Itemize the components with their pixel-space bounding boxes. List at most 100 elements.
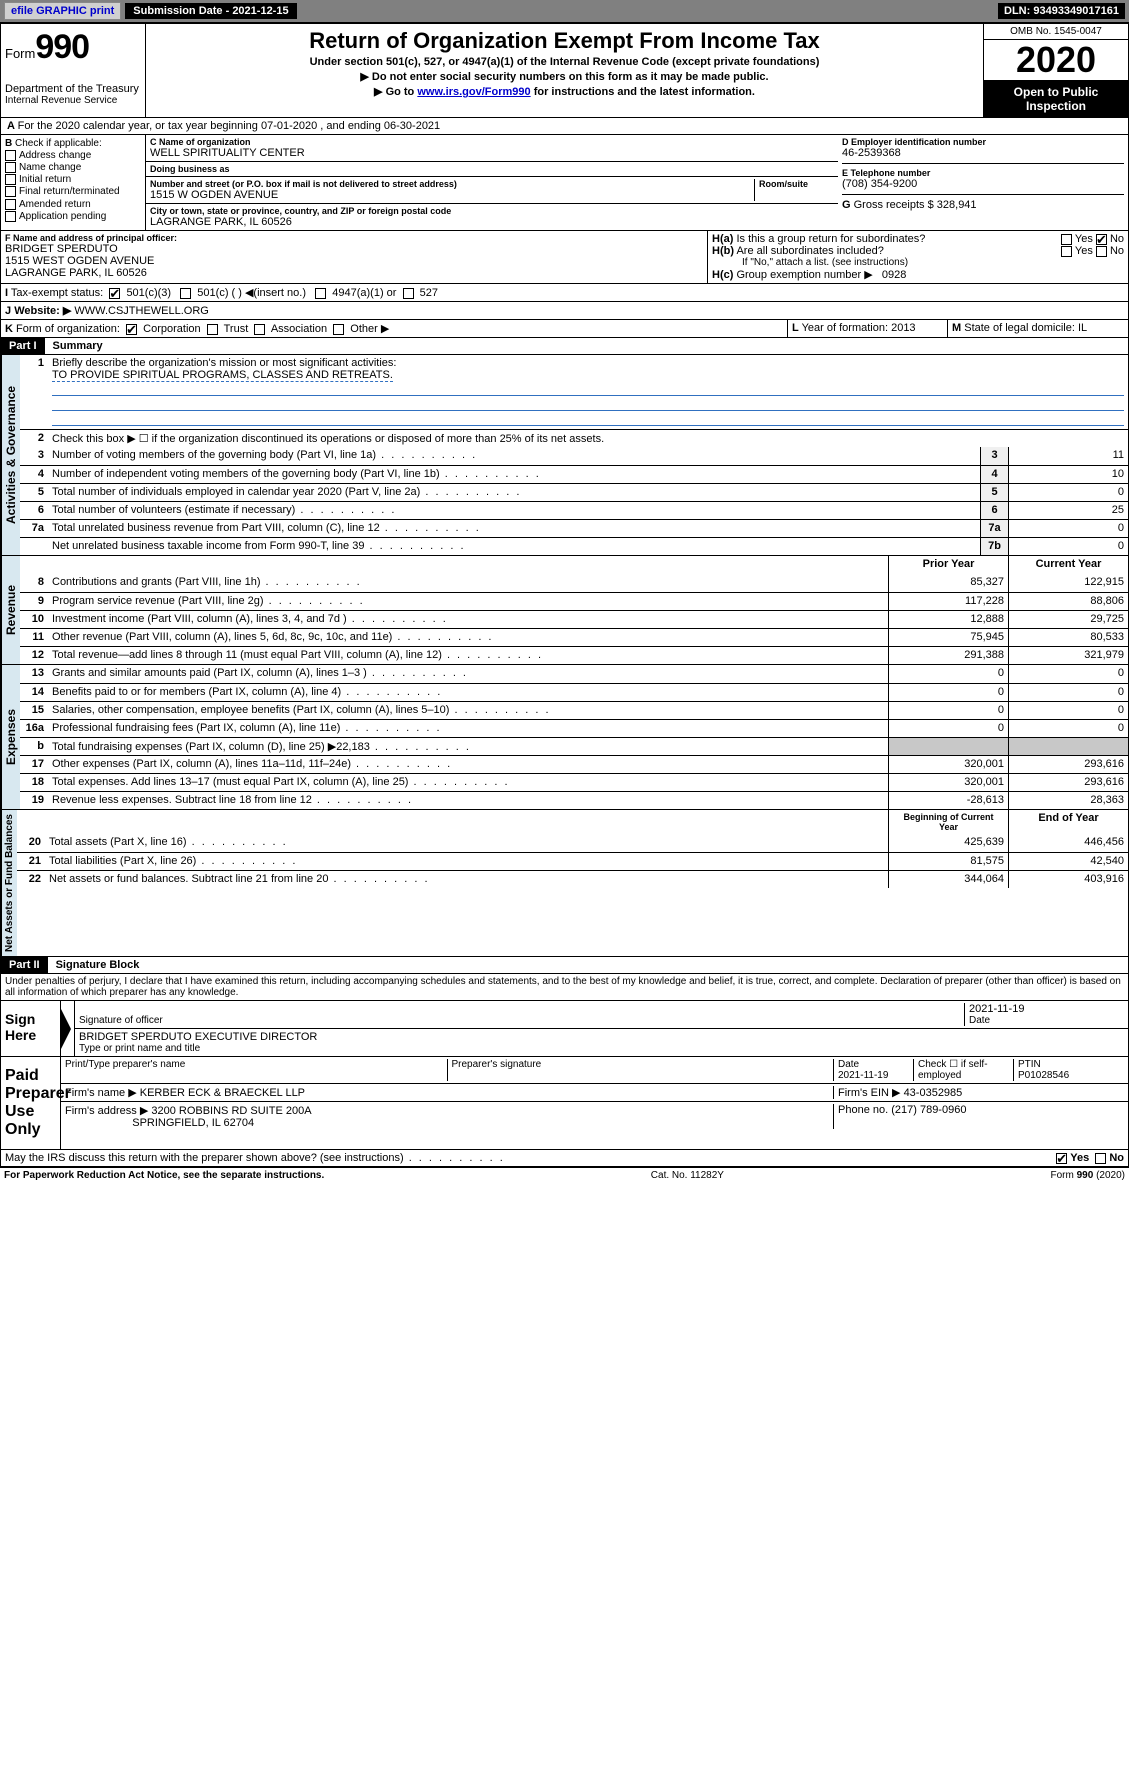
data-row: 8Contributions and grants (Part VIII, li… — [20, 574, 1128, 592]
section-expenses: Expenses 13Grants and similar amounts pa… — [0, 665, 1129, 810]
gov-row: 6Total number of volunteers (estimate if… — [20, 501, 1128, 519]
efile-link[interactable]: efile GRAPHIC print — [4, 2, 121, 20]
block-c: C Name of organization WELL SPIRITUALITY… — [146, 135, 838, 230]
footer: For Paperwork Reduction Act Notice, see … — [0, 1167, 1129, 1183]
data-row: bTotal fundraising expenses (Part IX, co… — [20, 737, 1128, 755]
year-formation: 2013 — [891, 322, 915, 334]
ein: 46-2539368 — [842, 147, 1124, 159]
sign-here-block: Sign Here Signature of officer 2021-11-1… — [0, 1001, 1129, 1057]
part-i-header: Part ISummary — [0, 338, 1129, 355]
section-governance: Activities & Governance 1 Briefly descri… — [0, 355, 1129, 556]
data-row: 16aProfessional fundraising fees (Part I… — [20, 719, 1128, 737]
mission-text: TO PROVIDE SPIRITUAL PROGRAMS, CLASSES A… — [52, 369, 393, 382]
cb-hb-yes[interactable] — [1061, 246, 1072, 257]
cb-527[interactable] — [403, 288, 414, 299]
cb-initial-return[interactable] — [5, 174, 16, 185]
form-title: Return of Organization Exempt From Incom… — [152, 28, 977, 54]
data-row: 15Salaries, other compensation, employee… — [20, 701, 1128, 719]
sig-date: 2021-11-19 — [969, 1003, 1124, 1015]
line-a: A For the 2020 calendar year, or tax yea… — [0, 118, 1129, 135]
data-row: 13Grants and similar amounts paid (Part … — [20, 665, 1128, 683]
state-domicile: IL — [1078, 322, 1087, 334]
block-b: B Check if applicable: Address change Na… — [1, 135, 146, 230]
cb-4947[interactable] — [315, 288, 326, 299]
cb-discuss-yes[interactable] — [1056, 1153, 1067, 1164]
form-number: 990 — [35, 28, 89, 66]
data-row: 11Other revenue (Part VIII, column (A), … — [20, 628, 1128, 646]
gov-row: 5Total number of individuals employed in… — [20, 483, 1128, 501]
officer-name: BRIDGET SPERDUTO — [5, 243, 703, 255]
cb-501c[interactable] — [180, 288, 191, 299]
paid-preparer-block: Paid Preparer Use Only Print/Type prepar… — [0, 1057, 1129, 1150]
data-row: 12Total revenue—add lines 8 through 11 (… — [20, 646, 1128, 664]
block-bcdeg: B Check if applicable: Address change Na… — [0, 135, 1129, 231]
cb-corp[interactable] — [126, 324, 137, 335]
group-exemption: 0928 — [882, 269, 906, 281]
gov-row: 7aTotal unrelated business revenue from … — [20, 519, 1128, 537]
gov-row: 3Number of voting members of the governi… — [20, 447, 1128, 465]
block-fh: F Name and address of principal officer:… — [0, 231, 1129, 284]
cb-address-change[interactable] — [5, 150, 16, 161]
cb-trust[interactable] — [207, 324, 218, 335]
data-row: 18Total expenses. Add lines 13–17 (must … — [20, 773, 1128, 791]
subtitle-2: Do not enter social security numbers on … — [152, 70, 977, 83]
data-row: 21Total liabilities (Part X, line 26)81,… — [17, 852, 1128, 870]
line-i: I Tax-exempt status: 501(c)(3) 501(c) ( … — [0, 284, 1129, 302]
cb-amended-return[interactable] — [5, 199, 16, 210]
vert-expenses: Expenses — [1, 665, 20, 809]
data-row: 19Revenue less expenses. Subtract line 1… — [20, 791, 1128, 809]
subtitle-3: Go to www.irs.gov/Form990 for instructio… — [152, 85, 977, 98]
cb-other[interactable] — [333, 324, 344, 335]
firm-name: KERBER ECK & BRAECKEL LLP — [140, 1087, 305, 1099]
firm-ein: 43-0352985 — [904, 1087, 963, 1099]
topbar: efile GRAPHIC print Submission Date - 20… — [0, 0, 1129, 23]
cb-501c3[interactable] — [109, 288, 120, 299]
org-address: 1515 W OGDEN AVENUE — [150, 189, 754, 201]
irs: Internal Revenue Service — [5, 95, 141, 106]
arrow-icon — [61, 1009, 71, 1049]
vert-net: Net Assets or Fund Balances — [1, 810, 17, 956]
cb-ha-no[interactable] — [1096, 233, 1110, 245]
perjury-declaration: Under penalties of perjury, I declare th… — [0, 974, 1129, 1001]
website: WWW.CSJTHEWELL.ORG — [74, 305, 208, 317]
gross-receipts: 328,941 — [937, 199, 977, 211]
tax-year: 2020 — [984, 40, 1128, 81]
part-ii-header: Part IISignature Block — [0, 957, 1129, 974]
officer-name-title: BRIDGET SPERDUTO EXECUTIVE DIRECTOR — [79, 1031, 1124, 1043]
cb-final-return[interactable] — [5, 186, 16, 197]
section-net-assets: Net Assets or Fund Balances Beginning of… — [0, 810, 1129, 957]
data-row: 22Net assets or fund balances. Subtract … — [17, 870, 1128, 888]
gov-row: Net unrelated business taxable income fr… — [20, 537, 1128, 555]
org-name: WELL SPIRITUALITY CENTER — [150, 147, 834, 159]
ptin: P01028546 — [1018, 1070, 1069, 1081]
cb-ha-yes[interactable] — [1061, 234, 1072, 245]
data-row: 20Total assets (Part X, line 16)425,6394… — [17, 834, 1128, 852]
omb-number: OMB No. 1545-0047 — [984, 24, 1128, 40]
cb-hb-no[interactable] — [1096, 246, 1107, 257]
line-klm: K Form of organization: Corporation Trus… — [0, 320, 1129, 338]
submission-date: Submission Date - 2021-12-15 — [125, 3, 296, 19]
prep-date: 2021-11-19 — [838, 1070, 888, 1081]
subtitle-1: Under section 501(c), 527, or 4947(a)(1)… — [152, 56, 977, 68]
firm-addr: 3200 ROBBINS RD SUITE 200A — [151, 1105, 311, 1117]
cb-assoc[interactable] — [254, 324, 265, 335]
gov-row: 4Number of independent voting members of… — [20, 465, 1128, 483]
vert-governance: Activities & Governance — [1, 355, 20, 555]
data-row: 10Investment income (Part VIII, column (… — [20, 610, 1128, 628]
section-revenue: Revenue Prior Year Current Year 8Contrib… — [0, 556, 1129, 665]
data-row: 9Program service revenue (Part VIII, lin… — [20, 592, 1128, 610]
cb-discuss-no[interactable] — [1095, 1153, 1106, 1164]
form-word: Form — [5, 46, 35, 61]
data-row: 17Other expenses (Part IX, column (A), l… — [20, 755, 1128, 773]
discuss-line: May the IRS discuss this return with the… — [0, 1150, 1129, 1167]
open-inspection: Open to Public Inspection — [984, 81, 1128, 117]
dln: DLN: 93493349017161 — [998, 3, 1125, 19]
firm-phone: (217) 789-0960 — [891, 1104, 966, 1116]
irs-link[interactable]: www.irs.gov/Form990 — [417, 86, 530, 98]
cb-application-pending[interactable] — [5, 211, 16, 222]
line-j: J Website: ▶ WWW.CSJTHEWELL.ORG — [0, 302, 1129, 320]
block-deg: D Employer identification number 46-2539… — [838, 135, 1128, 230]
data-row: 14Benefits paid to or for members (Part … — [20, 683, 1128, 701]
cb-name-change[interactable] — [5, 162, 16, 173]
org-city: LAGRANGE PARK, IL 60526 — [150, 216, 834, 228]
